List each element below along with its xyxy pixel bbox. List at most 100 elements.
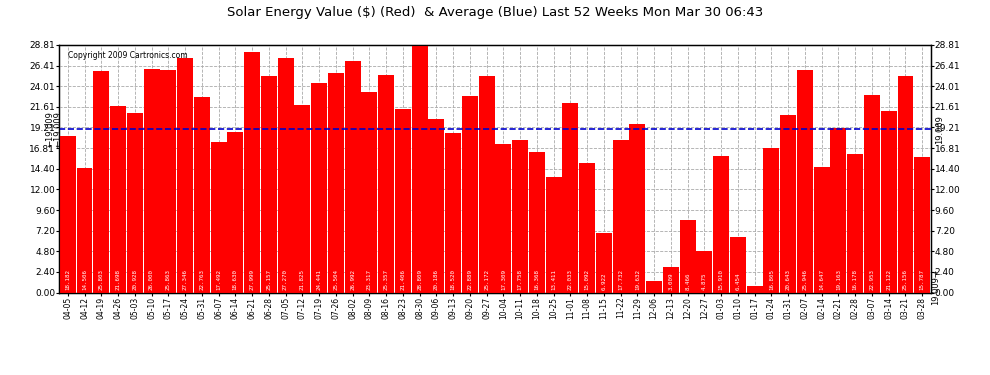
Text: 19.009: 19.009	[935, 115, 943, 144]
Bar	[429, 119, 445, 292]
Bar	[864, 95, 880, 292]
Text: 27.270: 27.270	[283, 269, 288, 290]
Text: 17.309: 17.309	[501, 269, 506, 290]
Bar	[562, 103, 578, 292]
Bar	[446, 134, 461, 292]
Text: 15.787: 15.787	[920, 269, 925, 290]
Text: 18.182: 18.182	[65, 269, 70, 290]
Text: 21.698: 21.698	[116, 269, 121, 290]
Text: 21.406: 21.406	[400, 269, 405, 290]
Text: 26.000: 26.000	[149, 269, 154, 290]
Bar	[160, 70, 176, 292]
Bar	[881, 111, 897, 292]
Text: 14.506: 14.506	[82, 269, 87, 290]
Text: 15.910: 15.910	[719, 269, 724, 290]
Text: 25.863: 25.863	[165, 269, 171, 290]
Text: 22.033: 22.033	[568, 269, 573, 290]
Text: 3.009: 3.009	[668, 272, 673, 290]
Bar	[545, 177, 561, 292]
Text: 16.178: 16.178	[852, 269, 857, 290]
Bar	[596, 233, 612, 292]
Text: 25.803: 25.803	[99, 269, 104, 290]
Text: 20.186: 20.186	[434, 269, 439, 290]
Text: 25.946: 25.946	[803, 269, 808, 290]
Bar	[495, 144, 512, 292]
Bar	[831, 128, 846, 292]
Bar	[311, 82, 327, 292]
Text: 22.889: 22.889	[467, 269, 472, 290]
Bar	[713, 156, 730, 292]
Bar	[395, 109, 411, 292]
Bar	[797, 70, 813, 292]
Bar	[177, 58, 193, 292]
Bar	[144, 69, 159, 292]
Text: 24.441: 24.441	[317, 269, 322, 290]
Text: 22.763: 22.763	[199, 269, 204, 290]
Bar	[93, 71, 109, 292]
Text: 4.875: 4.875	[702, 272, 707, 290]
Bar	[746, 286, 762, 292]
Bar	[328, 74, 344, 292]
Text: 23.317: 23.317	[367, 269, 372, 290]
Bar	[412, 45, 428, 292]
Text: 18.520: 18.520	[450, 269, 455, 290]
Text: Solar Energy Value ($) (Red)  & Average (Blue) Last 52 Weeks Mon Mar 30 06:43: Solar Energy Value ($) (Red) & Average (…	[227, 6, 763, 19]
Bar	[479, 76, 495, 292]
Text: 17.492: 17.492	[216, 269, 221, 290]
Bar	[194, 97, 210, 292]
Text: 14.647: 14.647	[819, 269, 825, 290]
Text: 25.504: 25.504	[334, 269, 339, 290]
Bar	[847, 153, 863, 292]
Bar	[228, 132, 244, 292]
Bar	[814, 166, 830, 292]
Text: Copyright 2009 Cartronics.com: Copyright 2009 Cartronics.com	[68, 51, 188, 60]
Bar	[696, 251, 713, 292]
Bar	[361, 92, 377, 292]
Bar	[211, 142, 227, 292]
Bar	[898, 76, 914, 292]
Text: 25.157: 25.157	[266, 269, 271, 290]
Text: 13.411: 13.411	[551, 269, 556, 290]
Bar	[245, 52, 260, 292]
Text: 15.092: 15.092	[585, 269, 590, 290]
Bar	[345, 61, 360, 292]
Text: 26.992: 26.992	[350, 269, 355, 290]
Text: 16.368: 16.368	[535, 269, 540, 290]
Text: 20.643: 20.643	[786, 269, 791, 290]
Text: 20.928: 20.928	[133, 269, 138, 290]
Bar	[579, 163, 595, 292]
Text: 19.163: 19.163	[836, 269, 841, 290]
Text: 27.346: 27.346	[182, 269, 187, 290]
Text: 8.466: 8.466	[685, 272, 690, 290]
Text: 17.732: 17.732	[618, 269, 623, 290]
Bar	[294, 105, 310, 292]
Bar	[76, 168, 92, 292]
Bar	[613, 140, 629, 292]
Text: 22.953: 22.953	[869, 269, 874, 290]
Text: 25.156: 25.156	[903, 269, 908, 290]
Text: 21.122: 21.122	[886, 269, 891, 290]
Text: 6.454: 6.454	[736, 272, 741, 290]
Text: 17.758: 17.758	[518, 269, 523, 290]
Text: 19.009→: 19.009→	[931, 269, 940, 305]
Bar	[730, 237, 745, 292]
Text: 28.809: 28.809	[417, 269, 422, 290]
Text: 19.632: 19.632	[635, 269, 640, 290]
Bar	[59, 136, 76, 292]
Text: 21.825: 21.825	[300, 269, 305, 290]
Bar	[462, 96, 478, 292]
Text: 6.922: 6.922	[601, 272, 607, 290]
Text: 18.630: 18.630	[233, 269, 238, 290]
Bar	[680, 220, 696, 292]
Bar	[630, 124, 645, 292]
Bar	[110, 106, 126, 292]
Bar	[277, 58, 294, 292]
Bar	[529, 152, 545, 292]
Bar	[261, 76, 277, 292]
Text: 25.357: 25.357	[383, 269, 389, 290]
Bar	[915, 157, 931, 292]
Bar	[512, 140, 528, 292]
Text: ←19.009: ←19.009	[47, 111, 55, 147]
Text: 16.805: 16.805	[769, 269, 774, 290]
Bar	[780, 115, 796, 292]
